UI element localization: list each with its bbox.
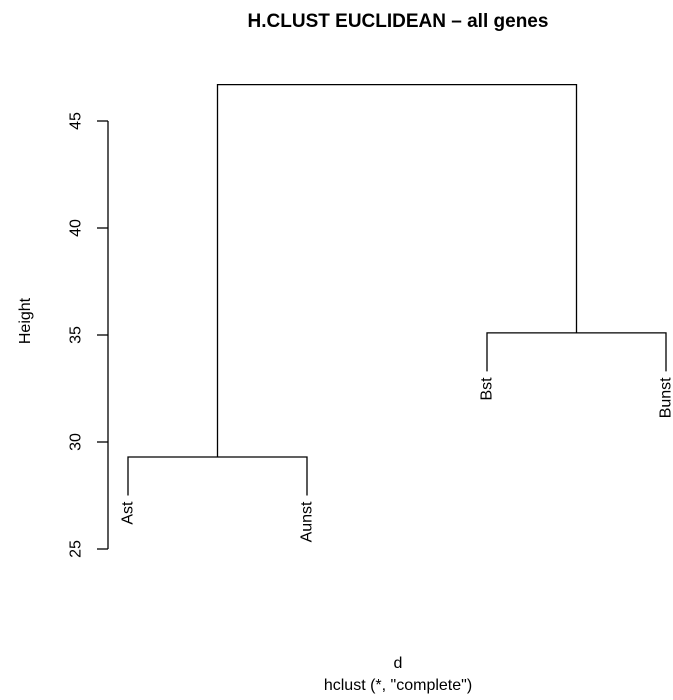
y-tick-label-35: 35 <box>68 326 85 344</box>
branch-merge-ast-aunst <box>128 457 307 496</box>
chart-title: H.CLUST EUCLIDEAN – all genes <box>248 11 549 32</box>
y-tick-label-30: 30 <box>68 433 85 451</box>
chart-subtitle: hclust (*, "complete") <box>324 677 472 694</box>
y-tick-label-45: 45 <box>68 112 85 130</box>
y-axis-label: Height <box>17 297 34 344</box>
y-tick-label-40: 40 <box>68 219 85 237</box>
branch-merge-root <box>218 85 577 457</box>
y-tick-label-25: 25 <box>68 540 85 558</box>
leaf-label-bunst: Bunst <box>658 377 673 418</box>
dendrogram-branches <box>128 85 666 496</box>
leaf-label-ast: Ast <box>120 501 137 525</box>
leaf-label-bst: Bst <box>479 377 496 401</box>
leaf-labels: Ast Aunst Bst Bunst <box>120 377 673 543</box>
y-axis: 25 30 35 40 45 <box>68 112 109 558</box>
x-axis-label: d <box>394 655 403 672</box>
leaf-label-aunst: Aunst <box>299 501 316 542</box>
branch-merge-bst-bunst <box>487 333 666 372</box>
